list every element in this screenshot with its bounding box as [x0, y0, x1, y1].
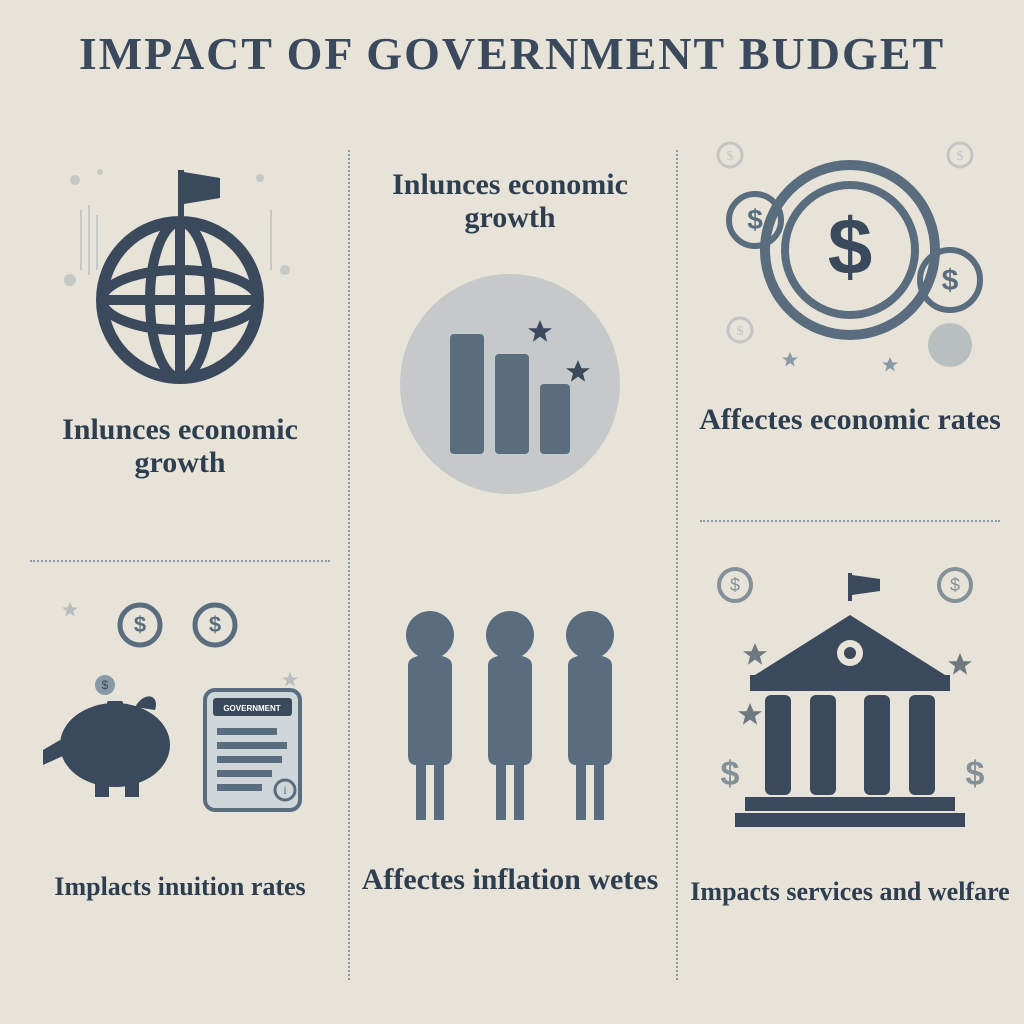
svg-text:$: $ [134, 612, 146, 637]
svg-text:$: $ [966, 755, 985, 793]
svg-text:$: $ [721, 755, 740, 793]
piggy-doc-icon: $ $ $ GOVERNMENT i [40, 580, 320, 860]
svg-text:$: $ [747, 204, 763, 235]
caption-top-left: Inlunces economic growth [30, 413, 330, 479]
svg-text:$: $ [737, 324, 744, 339]
svg-text:$: $ [209, 612, 221, 637]
cell-bot-mid: Affectes inflation wetes [360, 600, 660, 896]
bar-chart-circle-icon [380, 254, 640, 514]
caption-top-right: Affectes economic rates [690, 403, 1010, 436]
government-building-icon: $ $ $ $ [695, 545, 1005, 865]
divider-horizontal-left [30, 560, 330, 562]
dollar-coins-icon: $ $ $ $ $ $ [700, 130, 1000, 390]
divider-vertical-1 [348, 150, 350, 980]
svg-text:$: $ [102, 678, 109, 692]
svg-text:$: $ [730, 575, 740, 595]
caption-bot-left: Implacts inuition rates [30, 873, 330, 902]
svg-text:$: $ [942, 264, 959, 297]
svg-text:$: $ [727, 149, 734, 164]
cell-bot-right: $ $ $ $ [690, 545, 1010, 907]
page-title: IMPACT OF GOVERNMENT BUDGET [51, 30, 973, 78]
globe-flag-icon [60, 160, 300, 400]
doc-label: GOVERNMENT [223, 704, 280, 713]
people-icon [370, 600, 650, 850]
caption-top-mid: Inlunces economic growth [360, 168, 660, 234]
caption-bot-mid: Affectes inflation wetes [360, 863, 660, 896]
cell-top-left: Inlunces economic growth [30, 160, 330, 479]
divider-vertical-2 [676, 150, 678, 980]
cell-bot-left: $ $ $ GOVERNMENT i [30, 580, 330, 902]
divider-horizontal-right [700, 520, 1000, 522]
svg-text:$: $ [828, 202, 873, 291]
cell-top-right: $ $ $ $ $ $ Affectes economic ra [690, 130, 1010, 436]
svg-text:$: $ [957, 149, 964, 164]
caption-bot-right: Impacts services and welfare [690, 878, 1010, 907]
svg-text:$: $ [950, 575, 960, 595]
cell-top-mid: Inlunces economic growth [360, 160, 660, 519]
